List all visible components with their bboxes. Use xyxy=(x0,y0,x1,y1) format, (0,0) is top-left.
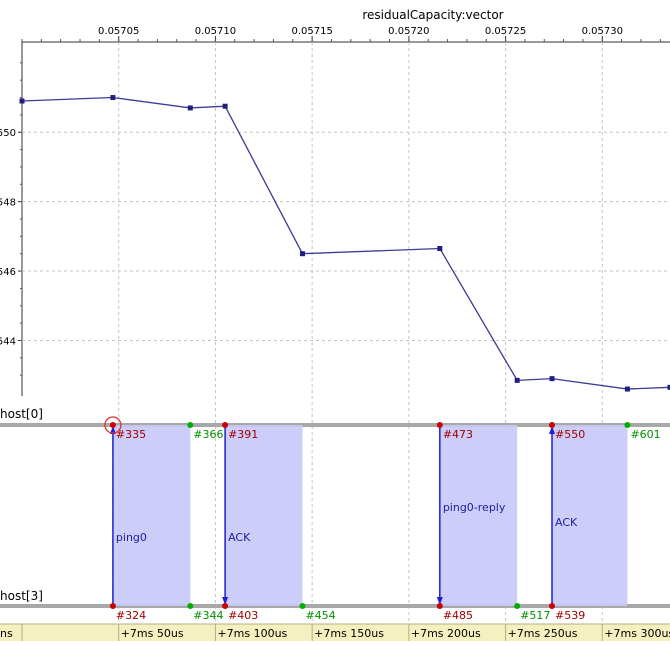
x-tick-label: 0.05710 xyxy=(195,26,236,37)
data-point[interactable] xyxy=(625,387,630,392)
data-point[interactable] xyxy=(110,95,115,100)
y-axis-ticks: 550 548 546 544 xyxy=(0,63,22,375)
event-label[interactable]: #344 xyxy=(193,609,223,622)
time-tick-label: +7ms 50us xyxy=(121,627,184,640)
message-label[interactable]: ping0-reply xyxy=(443,501,506,514)
time-tick-label: ns xyxy=(0,627,13,640)
event-label[interactable]: #366 xyxy=(193,428,223,441)
time-tick-label: +7ms 200us xyxy=(411,627,481,640)
y-tick-label: 546 xyxy=(0,267,16,278)
message-duration-band xyxy=(113,425,190,606)
x-tick-label: 0.05720 xyxy=(388,26,429,37)
event-label[interactable]: #335 xyxy=(116,428,146,441)
event-label[interactable]: #539 xyxy=(555,609,585,622)
host-bottom-label[interactable]: host[3] xyxy=(0,589,43,603)
x-tick-label: 0.05725 xyxy=(485,26,526,37)
data-point[interactable] xyxy=(515,378,520,383)
event-label[interactable]: #517 xyxy=(520,609,550,622)
message-duration-band xyxy=(225,425,302,606)
data-point[interactable] xyxy=(223,104,228,109)
y-tick-label: 544 xyxy=(0,336,16,347)
data-point[interactable] xyxy=(300,251,305,256)
event-label[interactable]: #391 xyxy=(228,428,258,441)
event-label[interactable]: #454 xyxy=(305,609,335,622)
x-tick-label: 0.05705 xyxy=(98,26,139,37)
sequence-area: host[0] host[3] ping0 ACK ping0-reply ACK #… xyxy=(0,407,670,622)
event-label[interactable]: #473 xyxy=(443,428,473,441)
event-label[interactable]: #601 xyxy=(630,428,660,441)
data-point[interactable] xyxy=(437,246,442,251)
chart-title: residualCapacity:vector xyxy=(362,8,503,22)
host-top-label[interactable]: host[0] xyxy=(0,407,43,421)
messages: ping0 ACK ping0-reply ACK xyxy=(110,425,628,606)
series-line xyxy=(22,98,670,390)
residual-capacity-series xyxy=(20,95,670,392)
event-label[interactable]: #324 xyxy=(116,609,146,622)
message-label[interactable]: ping0 xyxy=(116,531,147,544)
x-tick-label: 0.05715 xyxy=(291,26,332,37)
message-duration-band xyxy=(440,425,517,606)
time-tick-label: +7ms 100us xyxy=(217,627,287,640)
event-label[interactable]: #485 xyxy=(443,609,473,622)
y-tick-label: 548 xyxy=(0,198,16,209)
message-label[interactable]: ACK xyxy=(555,516,578,529)
data-point[interactable] xyxy=(20,99,25,104)
data-point[interactable] xyxy=(188,105,193,110)
data-point[interactable] xyxy=(550,376,555,381)
event-label[interactable]: #550 xyxy=(555,428,585,441)
y-tick-label: 550 xyxy=(0,128,16,139)
time-tick-label: +7ms 300us xyxy=(604,627,670,640)
x-tick-label: 0.05730 xyxy=(582,26,623,37)
time-tick-label: +7ms 250us xyxy=(508,627,578,640)
time-tick-label: +7ms 150us xyxy=(314,627,384,640)
message-label[interactable]: ACK xyxy=(228,531,251,544)
event-label[interactable]: #403 xyxy=(228,609,258,622)
